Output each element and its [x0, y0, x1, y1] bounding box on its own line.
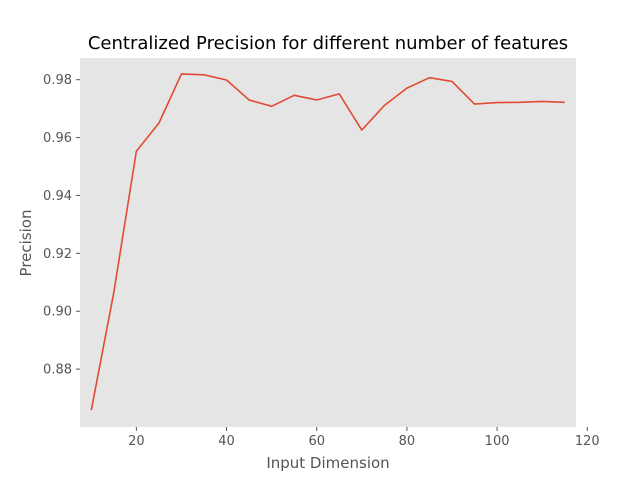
y-tick-label: 0.88 [43, 363, 72, 378]
y-axis-label: Precision [17, 210, 35, 277]
x-tick-label: 20 [128, 434, 145, 449]
y-tick-label: 0.98 [43, 73, 72, 88]
series-layer [90, 73, 565, 411]
y-tick-label: 0.92 [43, 247, 72, 262]
x-tick-label: 60 [308, 434, 325, 449]
y-tick-label: 0.94 [43, 189, 72, 204]
plot-background [80, 58, 576, 427]
axis-ticks: 20 40 60 80 100 120 0.88 0.90 0.92 0.94 0.96 0.98 [43, 73, 600, 449]
chart-title: Centralized Precision for different numb… [88, 33, 568, 54]
y-tick-label: 0.96 [43, 131, 72, 146]
x-tick-label: 100 [485, 434, 510, 449]
x-axis-label: Input Dimension [266, 454, 389, 472]
y-tick-label: 0.90 [43, 305, 72, 320]
x-tick-label: 120 [575, 434, 600, 449]
x-tick-label: 40 [218, 434, 235, 449]
series-line [90, 73, 565, 411]
x-tick-label: 80 [399, 434, 416, 449]
